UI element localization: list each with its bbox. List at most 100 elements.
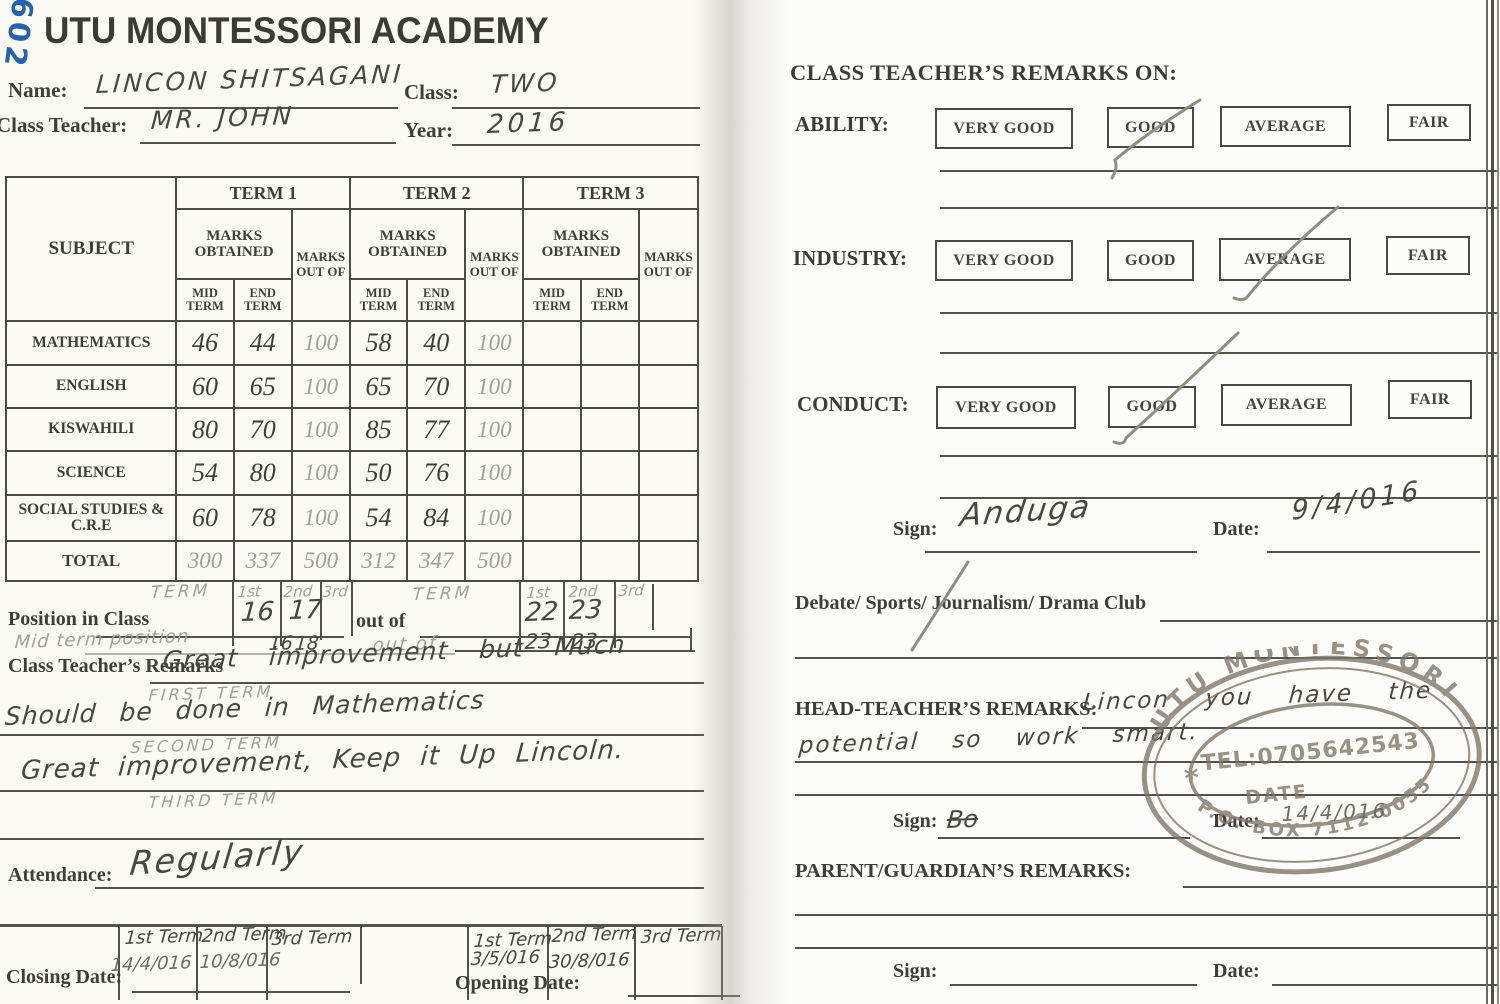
class-label: Class:: [404, 80, 459, 104]
rule-line: [84, 107, 398, 109]
option-label: AVERAGE: [1244, 117, 1327, 135]
rule-line: [0, 924, 722, 927]
option-label: VERY GOOD: [953, 251, 1055, 269]
pencil-3rd-header: 3rd: [618, 581, 645, 600]
rule-line: [132, 991, 350, 993]
option-label: GOOD: [1125, 118, 1176, 136]
industry-fair-box: FAIR: [1386, 236, 1470, 275]
mark-cell: 78: [232, 494, 293, 542]
stamp-star: *: [1183, 761, 1201, 795]
rule-line: [95, 887, 704, 889]
marks-obtained-header: MARKS OBTAINED: [348, 208, 467, 280]
total-cell: [579, 540, 640, 582]
rule-line: [0, 734, 704, 736]
rule-line: [1160, 620, 1497, 622]
name-value-handwriting: LINCON SHITSAGANI: [95, 59, 405, 99]
table-row: ENGLISH 60 65 100 65 70 100: [4, 364, 700, 409]
subject-cell: SOCIAL STUDIES & C.R.E: [4, 494, 178, 542]
out-of-label: out of: [356, 610, 406, 632]
total-cell: 347: [406, 540, 467, 582]
option-label: AVERAGE: [1245, 396, 1328, 413]
industry-very-good-box: VERY GOOD: [935, 240, 1073, 281]
grid-line: [118, 926, 120, 1000]
option-label: VERY GOOD: [955, 398, 1057, 416]
mark-cell: 100: [464, 320, 525, 366]
mark-cell: 60: [175, 364, 235, 409]
grid-line: [547, 926, 549, 1000]
pencil-3rd-header: 3rd: [322, 582, 349, 601]
rule-line: [795, 914, 1497, 916]
subject-cell: MATHEMATICS: [4, 320, 178, 366]
end-term-header: END TERM: [579, 278, 640, 322]
grid-line: [232, 580, 234, 646]
rule-line: [950, 984, 1197, 986]
marks-out-of-header: MARKS OUT OF: [464, 208, 525, 322]
mark-cell: 100: [290, 450, 351, 496]
grid-line: [467, 926, 469, 1000]
mark-cell: [522, 494, 582, 542]
subject-header: SUBJECT: [4, 176, 178, 322]
subject-cell: SCIENCE: [4, 450, 178, 496]
class-teacher-value-handwriting: MR. JOHN: [150, 100, 296, 135]
mark-cell: [579, 364, 640, 409]
mark-cell: [522, 320, 582, 366]
mark-cell: [579, 320, 640, 366]
pencil-term-header: TERM: [150, 580, 211, 603]
out-of-1st-value: 22: [524, 596, 560, 628]
mark-cell: 100: [290, 407, 351, 452]
grid-line: [196, 926, 198, 1000]
term3-header: TERM 3: [522, 176, 699, 210]
option-label: AVERAGE: [1244, 250, 1326, 268]
opening-3rd-term-header: 3rd Term: [640, 924, 723, 948]
mark-cell: 100: [464, 450, 525, 496]
end-term-header: END TERM: [406, 278, 467, 322]
total-cell: 500: [290, 540, 351, 582]
page-edge-line: [1491, 0, 1494, 1004]
mark-cell: [522, 364, 582, 409]
mark-cell: 65: [232, 364, 293, 409]
rule-line: [0, 838, 704, 840]
mark-cell: 100: [464, 364, 525, 409]
grid-line: [360, 926, 362, 984]
term1-header: TERM 1: [175, 176, 351, 210]
conduct-very-good-box: VERY GOOD: [936, 386, 1076, 429]
head-sign-label: Sign:: [893, 810, 938, 832]
conduct-average-box: AVERAGE: [1221, 384, 1352, 426]
option-label: FAIR: [1408, 246, 1448, 264]
class-teacher-remarks-label: Class Teacher’s Remarks: [8, 655, 224, 677]
mark-cell: 100: [290, 364, 351, 409]
mark-cell: 50: [348, 450, 409, 496]
marks-obtained-header: MARKS OBTAINED: [175, 208, 293, 280]
option-label: FAIR: [1410, 390, 1450, 408]
mark-cell: 65: [348, 364, 409, 409]
page-edge-line: [1486, 0, 1488, 1004]
grid-line: [266, 926, 268, 1000]
subject-cell: KISWAHILI: [4, 407, 178, 452]
grid-line: [721, 926, 723, 1000]
rule-line: [420, 636, 692, 638]
closing-date-2nd-value: 10/8/016: [199, 949, 282, 973]
mark-cell: 76: [406, 450, 467, 496]
grid-line: [280, 580, 282, 646]
opening-date-2nd-value: 30/8/016: [548, 949, 631, 973]
grid-line: [634, 926, 636, 1000]
page-edge-line: [1497, 0, 1499, 1004]
conduct-label: CONDUCT:: [797, 392, 909, 416]
parent-date-label: Date:: [1213, 960, 1260, 982]
stamp-outer-ring-inner: [1153, 667, 1471, 863]
total-cell: 312: [348, 540, 409, 582]
grid-line: [614, 582, 616, 648]
rule-line: [795, 947, 1497, 949]
ability-fair-box: FAIR: [1387, 104, 1471, 141]
rule-line: [1082, 727, 1497, 729]
school-name-title: UTU MONTESSORI ACADEMY: [44, 10, 549, 51]
stamp-inner-ring: [1188, 702, 1435, 828]
rule-line: [96, 636, 344, 638]
total-cell: [522, 540, 582, 582]
mark-cell: 60: [175, 494, 235, 542]
total-cell: 500: [464, 540, 525, 582]
class-value-handwriting: TWO: [490, 67, 561, 99]
grid-line: [320, 580, 322, 640]
conduct-good-box-checked: GOOD: [1108, 386, 1196, 428]
